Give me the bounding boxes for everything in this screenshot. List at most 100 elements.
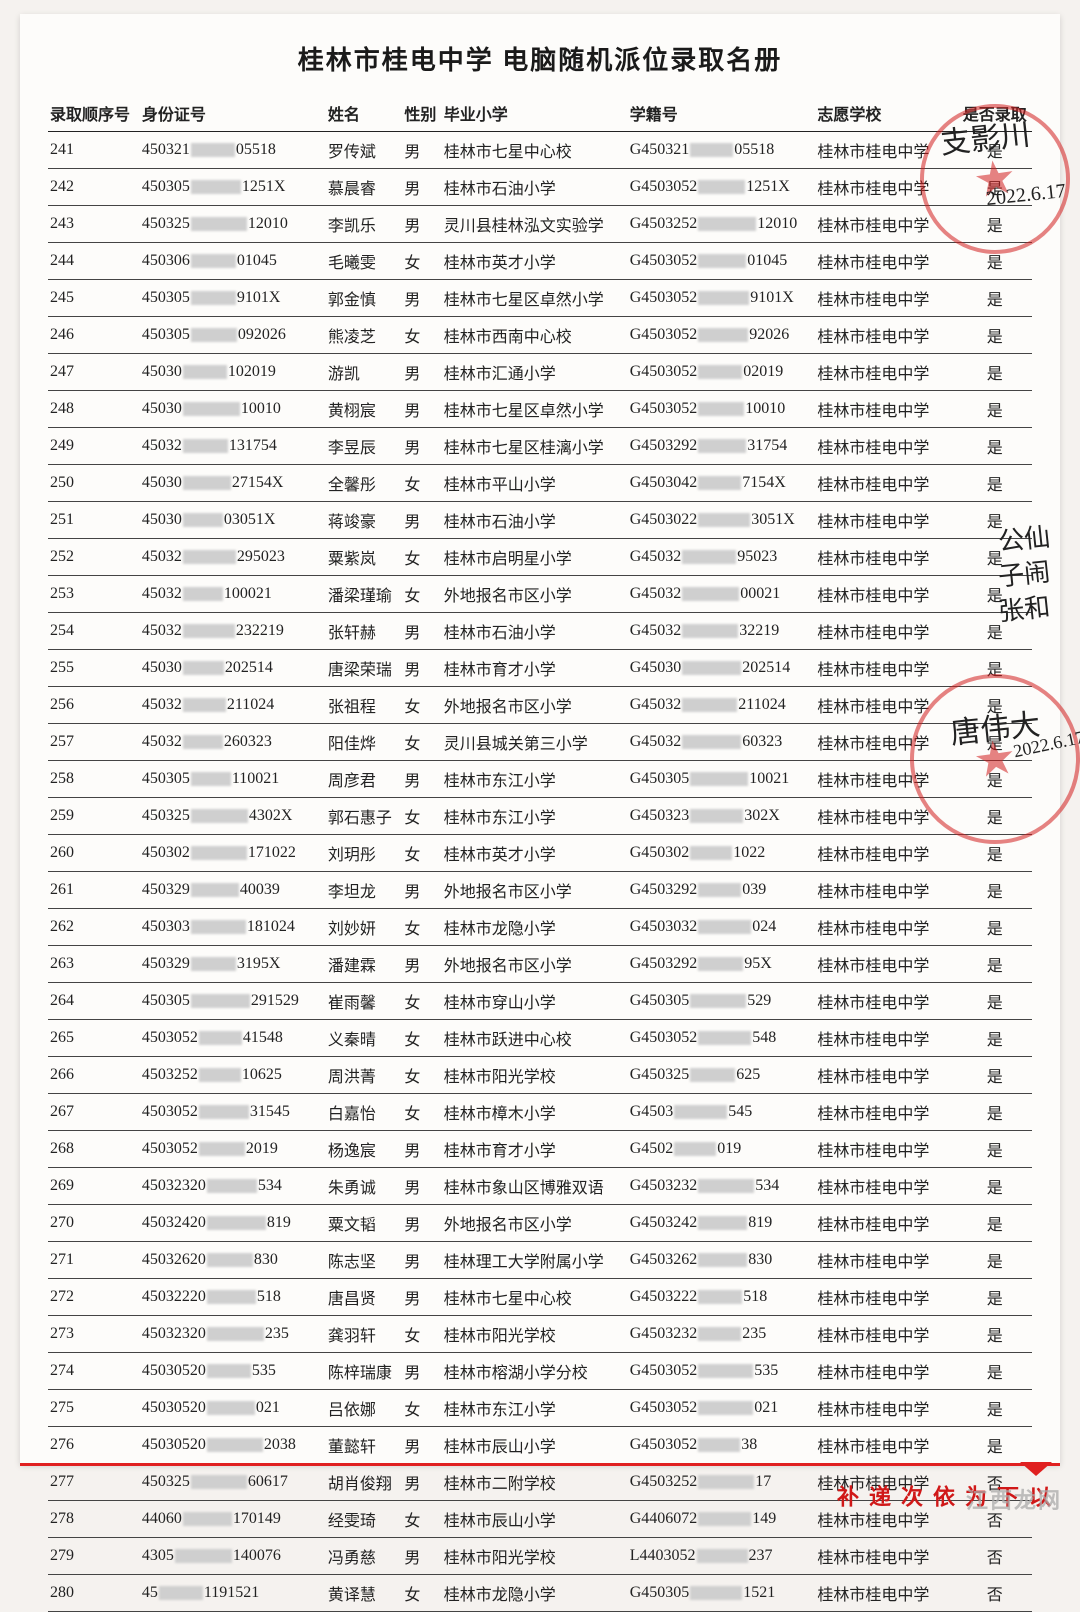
table-row: 280451191521黄译慧女桂林市龙隐小学G4503051521桂林市桂电中… bbox=[48, 1575, 1032, 1612]
cell-wish: 桂林市桂电中学 bbox=[815, 243, 957, 280]
cell-school: 桂林市象山区博雅双语 bbox=[442, 1168, 628, 1205]
cell-wish: 桂林市桂电中学 bbox=[815, 576, 957, 613]
cell-wish: 桂林市桂电中学 bbox=[815, 1427, 957, 1464]
cell-seq: 254 bbox=[48, 613, 140, 650]
cell-wish: 桂林市桂电中学 bbox=[815, 724, 957, 761]
cell-name: 杨逸宸 bbox=[326, 1131, 403, 1168]
cell-id: 45032232219 bbox=[140, 613, 326, 650]
cell-seq: 252 bbox=[48, 539, 140, 576]
cell-ok: 是 bbox=[958, 280, 1032, 317]
cell-gid: G4503260323 bbox=[628, 724, 816, 761]
cell-gid: G4503052021 bbox=[628, 1390, 816, 1427]
cell-seq: 241 bbox=[48, 132, 140, 169]
cell-seq: 256 bbox=[48, 687, 140, 724]
cell-sex: 男 bbox=[402, 1279, 441, 1316]
cell-id: 45030202514 bbox=[140, 650, 326, 687]
table-row: 25545030202514唐梁荣瑞男桂林市育才小学G45030202514桂林… bbox=[48, 650, 1032, 687]
table-row: 26145032940039李坦龙男外地报名市区小学G4503292039桂林市… bbox=[48, 872, 1032, 909]
cell-gid: G450325625 bbox=[628, 1057, 816, 1094]
cell-school: 桂林市英才小学 bbox=[442, 835, 628, 872]
cell-school: 桂林市穿山小学 bbox=[442, 983, 628, 1020]
cell-ok: 是 bbox=[958, 650, 1032, 687]
cell-wish: 桂林市桂电中学 bbox=[815, 1390, 957, 1427]
cell-seq: 280 bbox=[48, 1575, 140, 1612]
cell-wish: 桂林市桂电中学 bbox=[815, 1242, 957, 1279]
cell-name: 潘梁瑾瑜 bbox=[326, 576, 403, 613]
cell-gid: G450305210010 bbox=[628, 391, 816, 428]
cell-wish: 桂林市桂电中学 bbox=[815, 835, 957, 872]
cell-wish: 桂林市桂电中学 bbox=[815, 465, 957, 502]
cell-name: 陈志坚 bbox=[326, 1242, 403, 1279]
cell-name: 张轩赫 bbox=[326, 613, 403, 650]
cell-wish: 桂林市桂电中学 bbox=[815, 872, 957, 909]
col-school: 毕业小学 bbox=[442, 95, 628, 132]
cell-gid: G450325212010 bbox=[628, 206, 816, 243]
cell-ok: 是 bbox=[958, 502, 1032, 539]
cell-name: 游凯 bbox=[326, 354, 403, 391]
cell-gid: G4503052548 bbox=[628, 1020, 816, 1057]
cell-id: 45032320235 bbox=[140, 1316, 326, 1353]
table-row: 2504503027154X全馨彤女桂林市平山小学G45030427154X桂林… bbox=[48, 465, 1032, 502]
cell-seq: 275 bbox=[48, 1390, 140, 1427]
cell-name: 李坦龙 bbox=[326, 872, 403, 909]
cell-school: 桂林市七星区卓然小学 bbox=[442, 280, 628, 317]
cell-name: 毛曦雯 bbox=[326, 243, 403, 280]
cell-ok: 是 bbox=[958, 1020, 1032, 1057]
cell-ok: 是 bbox=[958, 169, 1032, 206]
cell-wish: 桂林市桂电中学 bbox=[815, 1131, 957, 1168]
cell-ok: 是 bbox=[958, 354, 1032, 391]
cell-id: 45032100021 bbox=[140, 576, 326, 613]
table-row: 25245032295023粟紫岚女桂林市启明星小学G4503295023桂林市… bbox=[48, 539, 1032, 576]
cell-school: 桂林市榕湖小学分校 bbox=[442, 1353, 628, 1390]
cell-id: 451191521 bbox=[140, 1575, 326, 1612]
cell-school: 外地报名市区小学 bbox=[442, 1205, 628, 1242]
table-row: 25345032100021潘梁瑾瑜女外地报名市区小学G4503200021桂林… bbox=[48, 576, 1032, 613]
cell-gid: G4503545 bbox=[628, 1094, 816, 1131]
col-ok: 是否录取 bbox=[958, 95, 1032, 132]
cell-sex: 女 bbox=[402, 1575, 441, 1612]
roster-table: 录取顺序号 身份证号 姓名 性别 毕业小学 学籍号 志愿学校 是否录取 2414… bbox=[48, 95, 1032, 1612]
cell-wish: 桂林市桂电中学 bbox=[815, 169, 957, 206]
cell-sex: 男 bbox=[402, 354, 441, 391]
cell-name: 郭金慎 bbox=[326, 280, 403, 317]
cell-seq: 244 bbox=[48, 243, 140, 280]
cell-sex: 女 bbox=[402, 1094, 441, 1131]
cell-ok: 是 bbox=[958, 206, 1032, 243]
cell-gid: G450329295X bbox=[628, 946, 816, 983]
cell-name: 陈梓瑞康 bbox=[326, 1353, 403, 1390]
cell-gid: G4503051521 bbox=[628, 1575, 816, 1612]
cell-gid: G450329231754 bbox=[628, 428, 816, 465]
table-row: 27045032420819粟文韬男外地报名市区小学G4503242819桂林市… bbox=[48, 1205, 1032, 1242]
cell-sex: 女 bbox=[402, 243, 441, 280]
cell-name: 粟紫岚 bbox=[326, 539, 403, 576]
cell-gid: G4502019 bbox=[628, 1131, 816, 1168]
cell-gid: G4503262830 bbox=[628, 1242, 816, 1279]
cell-school: 桂林市育才小学 bbox=[442, 650, 628, 687]
cell-name: 胡肖俊翔 bbox=[326, 1464, 403, 1501]
red-divider-line bbox=[20, 1463, 1060, 1466]
cell-wish: 桂林市桂电中学 bbox=[815, 1168, 957, 1205]
table-row: 24445030601045毛曦雯女桂林市英才小学G450305201045桂林… bbox=[48, 243, 1032, 280]
cell-gid: G45030427154X bbox=[628, 465, 816, 502]
cell-ok: 是 bbox=[958, 687, 1032, 724]
cell-wish: 桂林市桂电中学 bbox=[815, 206, 957, 243]
cell-ok: 是 bbox=[958, 1242, 1032, 1279]
cell-id: 4503027154X bbox=[140, 465, 326, 502]
cell-id: 45032211024 bbox=[140, 687, 326, 724]
cell-wish: 桂林市桂电中学 bbox=[815, 761, 957, 798]
cell-sex: 女 bbox=[402, 1390, 441, 1427]
cell-sex: 男 bbox=[402, 872, 441, 909]
cell-seq: 243 bbox=[48, 206, 140, 243]
cell-id: 45032940039 bbox=[140, 872, 326, 909]
cell-sex: 男 bbox=[402, 206, 441, 243]
cell-sex: 女 bbox=[402, 1020, 441, 1057]
cell-ok: 是 bbox=[958, 983, 1032, 1020]
cell-school: 桂林市辰山小学 bbox=[442, 1501, 628, 1538]
cell-id: 44060170149 bbox=[140, 1501, 326, 1538]
cell-seq: 261 bbox=[48, 872, 140, 909]
table-row: 2514503003051X蒋竣豪男桂林市石油小学G45030223051X桂林… bbox=[48, 502, 1032, 539]
cell-ok: 是 bbox=[958, 909, 1032, 946]
cell-gid: G45032211024 bbox=[628, 687, 816, 724]
cell-wish: 桂林市桂电中学 bbox=[815, 1279, 957, 1316]
table-row: 27145032620830陈志坚男桂林理工大学附属小学G4503262830桂… bbox=[48, 1242, 1032, 1279]
